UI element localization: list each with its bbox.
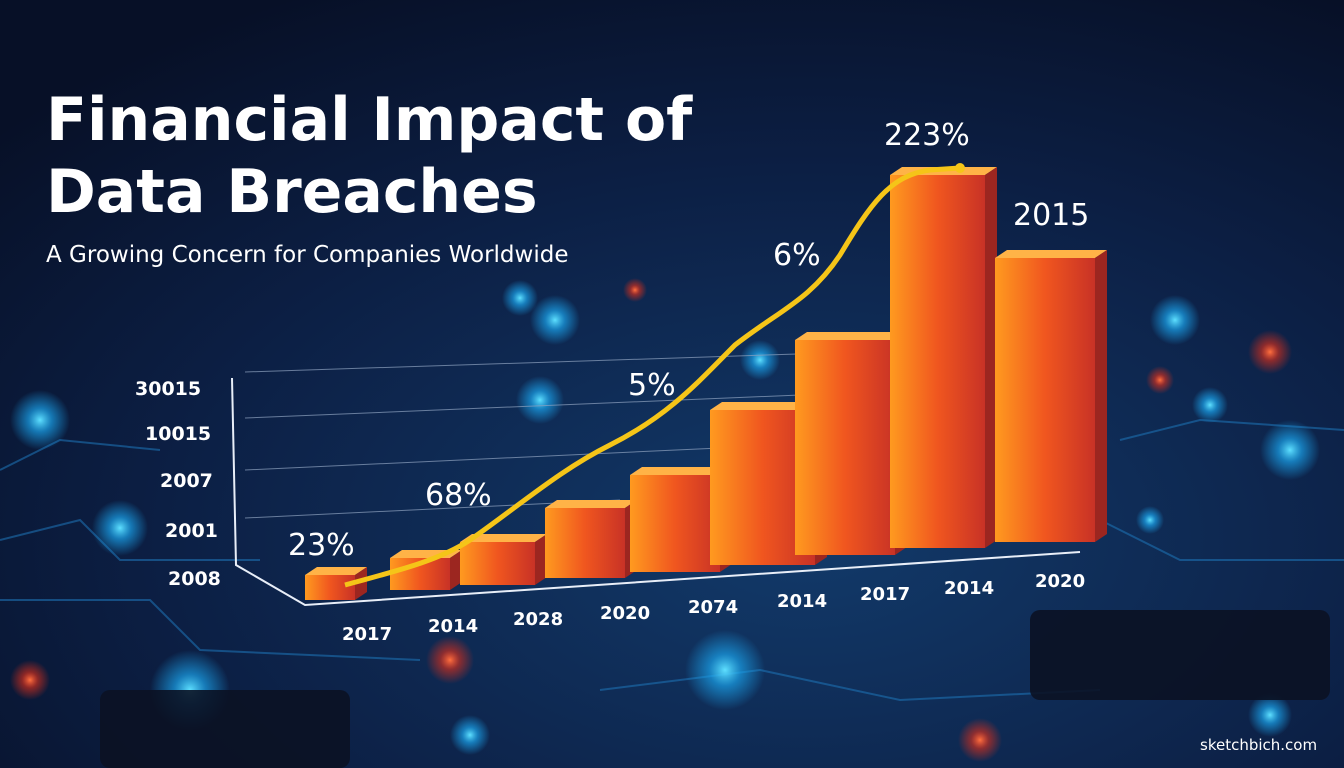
bar-side	[450, 550, 462, 590]
bar-body	[630, 475, 720, 572]
watermark: sketchbich.com	[1200, 736, 1317, 754]
glow	[958, 718, 1002, 762]
glow	[10, 390, 70, 450]
bar-body	[995, 258, 1095, 542]
bar-top	[995, 250, 1107, 258]
annotation: 23%	[288, 528, 355, 563]
x-label: 2074	[688, 597, 738, 618]
bar-top	[460, 534, 547, 542]
title: Financial Impact of	[46, 85, 693, 155]
x-label: 2028	[513, 609, 563, 630]
bar-top	[630, 467, 732, 475]
axis-label: 2001	[165, 520, 218, 542]
glow	[502, 280, 538, 316]
glow	[530, 295, 580, 345]
glow	[1136, 506, 1164, 534]
axis-label: 30015	[135, 378, 201, 400]
glow	[1146, 366, 1174, 394]
annotation: 68%	[425, 478, 492, 513]
x-label: 2014	[944, 578, 994, 599]
glow	[516, 376, 564, 424]
glow	[1248, 693, 1292, 737]
axis-label: 10015	[145, 423, 211, 445]
trend-line	[344, 165, 961, 588]
x-label: 2017	[860, 584, 910, 605]
bars	[305, 167, 1107, 600]
glow	[426, 636, 474, 684]
bar-side	[355, 567, 367, 600]
bar-body	[795, 340, 895, 555]
bar-top	[795, 332, 907, 340]
glow	[1248, 330, 1292, 374]
axis-label: 2008	[168, 568, 221, 590]
bar-body	[890, 175, 985, 548]
chip	[1030, 610, 1330, 700]
glow	[92, 500, 148, 556]
bar-top	[305, 567, 367, 575]
annotation: 6%	[773, 238, 821, 273]
x-label: 2014	[428, 616, 478, 637]
glow	[685, 630, 765, 710]
annotation: 5%	[628, 368, 676, 403]
trend-end	[955, 163, 965, 173]
bar-body	[305, 575, 355, 600]
annotation: 2015	[1013, 198, 1089, 233]
glow	[623, 278, 647, 302]
glow	[450, 715, 490, 755]
axis-label: 2007	[160, 470, 213, 492]
x-label: 2017	[342, 624, 392, 645]
glow	[1192, 387, 1228, 423]
bar-side	[535, 534, 547, 585]
bar-top	[545, 500, 637, 508]
title: Data Breaches	[46, 157, 538, 227]
grid	[244, 351, 861, 519]
x-label: 2020	[600, 603, 650, 624]
annotation: 223%	[884, 118, 970, 153]
axes	[231, 377, 1081, 607]
subtitle: A Growing Concern for Companies Worldwid…	[46, 242, 568, 268]
bar-body	[460, 542, 535, 585]
x-label: 2020	[1035, 571, 1085, 592]
bar-side	[1095, 250, 1107, 542]
glow	[10, 660, 50, 700]
glow	[1150, 295, 1200, 345]
x-label: 2014	[777, 591, 827, 612]
chip	[100, 690, 350, 768]
glow	[740, 340, 780, 380]
glow	[1260, 420, 1320, 480]
bar-side	[985, 167, 997, 548]
bar-body	[545, 508, 625, 578]
